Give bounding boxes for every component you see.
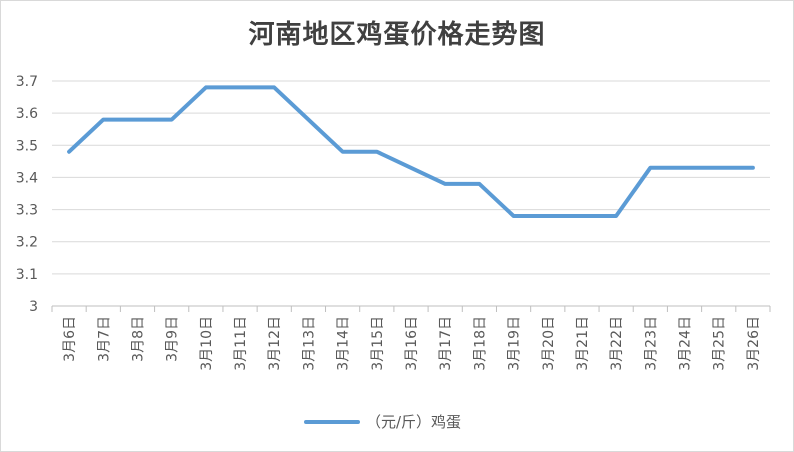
series-layer: [67, 85, 755, 218]
chart-title: 河南地区鸡蛋价格走势图: [248, 20, 546, 50]
legend-label: （元/斤）鸡蛋: [366, 413, 462, 431]
legend: （元/斤）鸡蛋: [0, 410, 794, 434]
x-tick-label: 3月20日: [541, 316, 557, 371]
y-tick-label: 3.6: [16, 106, 38, 122]
x-tick-label: 3月6日: [62, 316, 78, 362]
x-tick-label: 3月22日: [609, 316, 625, 371]
y-tick-label: 3.5: [16, 138, 38, 154]
x-tick-label: 3月15日: [370, 316, 386, 371]
x-tick-label: 3月23日: [643, 316, 659, 371]
y-tick-label: 3.3: [16, 203, 38, 219]
x-tick-label: 3月17日: [438, 316, 454, 371]
x-tick-label: 3月14日: [336, 316, 352, 371]
y-tick-label: 3: [29, 299, 38, 315]
x-tick-label: 3月21日: [575, 316, 591, 371]
x-tick-label: 3月19日: [507, 316, 523, 371]
x-tick-label: 3月7日: [96, 316, 112, 362]
x-tick-label: 3月18日: [472, 316, 488, 371]
series-line: [67, 85, 755, 218]
x-tick-label: 3月24日: [678, 316, 694, 371]
x-tick-label: 3月10日: [199, 316, 215, 371]
y-axis: 3 3.1 3.2 3.3 3.4 3.5 3.6 3.7: [16, 74, 38, 315]
y-tick-label: 3.4: [16, 170, 38, 186]
y-tick-label: 3.7: [16, 74, 38, 90]
grid-lines: [52, 80, 770, 275]
x-axis: 3月6日 3月7日 3月8日 3月9日 3月10日 3月11日 3月12日 3月13日 3月14…: [51, 305, 771, 371]
y-tick-label: 3.1: [16, 267, 38, 283]
x-tick-label: 3月12日: [267, 316, 283, 371]
x-tick-label: 3月8日: [130, 316, 146, 362]
x-tick-label: 3月13日: [301, 316, 317, 371]
x-tick-label: 3月9日: [165, 316, 181, 362]
x-tick-label: 3月16日: [404, 316, 420, 371]
legend-swatch: [304, 420, 360, 424]
y-tick-label: 3.2: [16, 235, 38, 251]
x-tick-label: 3月26日: [746, 316, 762, 371]
x-tick-label: 3月11日: [233, 316, 249, 371]
x-tick-label: 3月25日: [712, 316, 728, 371]
